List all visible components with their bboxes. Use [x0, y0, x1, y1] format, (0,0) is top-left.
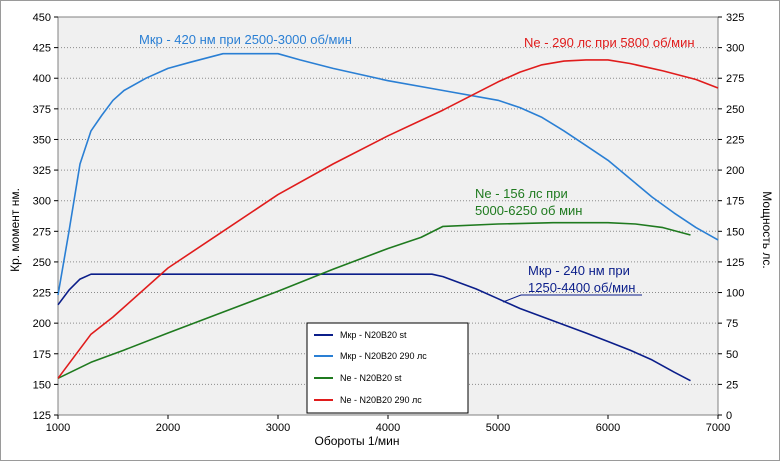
x-axis-ticks: 1000 2000 3000 4000 5000 6000 7000 [46, 415, 730, 434]
legend: Мкр - N20B20 st Мкр - N20B20 290 лс Ne -… [306, 322, 469, 414]
series-layer [57, 52, 719, 382]
y-left-tick-label: 200 [33, 318, 51, 330]
x-tick-label: 7000 [706, 422, 730, 434]
y-left-axis-ticks: 125 150 175 200 225 250 275 300 325 350 375 400 425 4… [33, 12, 58, 422]
annotation-torque-st-line2: 1250-4400 об/мин [528, 280, 635, 295]
y-left-tick-label: 175 [33, 349, 51, 361]
x-tick-label: 4000 [376, 422, 400, 434]
y-left-tick-label: 400 [33, 73, 51, 85]
legend-label-torque-st: Мкр - N20B20 st [340, 330, 407, 340]
y-left-tick-label: 375 [33, 104, 51, 116]
y-left-axis-title: Кр. момент нм. [8, 188, 22, 272]
y-right-axis-title: Мощность лс. [760, 191, 774, 268]
y-right-tick-label: 0 [726, 410, 732, 422]
y-right-axis-ticks: 0 25 50 75 100 125 150 175 200 225 250 275 300 325 [718, 12, 744, 422]
y-right-tick-label: 250 [726, 104, 744, 116]
y-right-tick-label: 25 [726, 379, 738, 391]
y-right-tick-label: 75 [726, 318, 738, 330]
y-right-tick-label: 200 [726, 165, 744, 177]
x-tick-label: 3000 [266, 422, 290, 434]
x-tick-label: 5000 [486, 422, 510, 434]
y-right-tick-label: 300 [726, 43, 744, 55]
series-line-power-st [57, 221, 691, 380]
y-left-tick-label: 150 [33, 379, 51, 391]
annotation-torque-st-line1: Мкр - 240 нм при [528, 263, 630, 278]
y-left-tick-label: 125 [33, 410, 51, 422]
y-right-tick-label: 125 [726, 257, 744, 269]
y-right-tick-label: 275 [726, 73, 744, 85]
y-right-tick-label: 175 [726, 196, 744, 208]
y-right-tick-label: 325 [726, 12, 744, 24]
y-left-tick-label: 450 [33, 12, 51, 24]
annotation-power-st-line2: 5000-6250 об мин [475, 203, 582, 218]
y-right-tick-label: 50 [726, 349, 738, 361]
x-tick-label: 2000 [156, 422, 180, 434]
x-tick-label: 1000 [46, 422, 70, 434]
legend-label-power-290: Ne - N20B20 290 лс [340, 395, 422, 405]
y-left-tick-label: 250 [33, 257, 51, 269]
series-line-torque-290 [57, 52, 719, 296]
y-left-tick-label: 275 [33, 226, 51, 238]
legend-label-power-st: Ne - N20B20 st [340, 373, 402, 383]
y-left-tick-label: 225 [33, 288, 51, 300]
y-left-tick-label: 300 [33, 196, 51, 208]
annotation-torque-st-leader [502, 294, 522, 303]
y-left-tick-label: 350 [33, 134, 51, 146]
x-axis-title: Обороты 1/мин [314, 434, 399, 448]
y-right-tick-label: 225 [726, 134, 744, 146]
series-line-power-290 [57, 59, 719, 379]
y-right-tick-label: 100 [726, 288, 744, 300]
series-line-torque-st [57, 273, 691, 382]
y-left-tick-label: 325 [33, 165, 51, 177]
annotation-power-290: Ne - 290 лс при 5800 об/мин [524, 35, 695, 50]
y-right-tick-label: 150 [726, 226, 744, 238]
legend-label-torque-290: Мкр - N20B20 290 лс [340, 351, 427, 361]
x-tick-label: 6000 [596, 422, 620, 434]
annotation-torque-290: Мкр - 420 нм при 2500-3000 об/мин [139, 32, 352, 47]
legend-box [306, 322, 469, 414]
annotation-power-st-line1: Ne - 156 лс при [475, 186, 568, 201]
y-left-tick-label: 425 [33, 43, 51, 55]
